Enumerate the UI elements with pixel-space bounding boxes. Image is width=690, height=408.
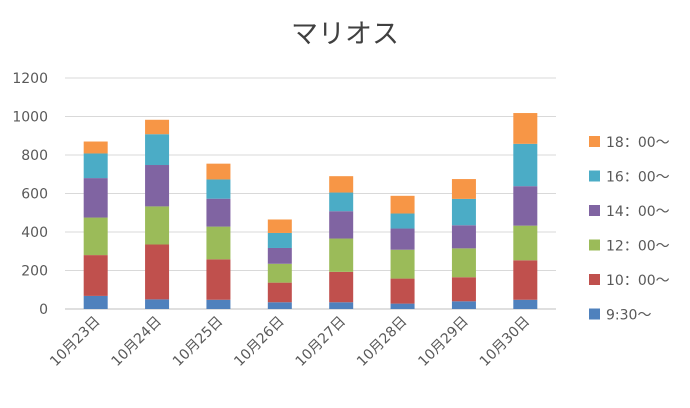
bar-segment (390, 278, 415, 304)
bar-segment (329, 302, 354, 309)
bar-segment (451, 198, 476, 226)
bar-segment (83, 295, 108, 309)
bar-segment (206, 226, 231, 260)
x-tick-label: 10月29日 (415, 314, 471, 370)
bar-segment (329, 211, 354, 239)
bar-segment (206, 179, 231, 199)
bar-segment (513, 299, 538, 309)
bar-segment (83, 178, 108, 218)
legend-label: 16：00〜 (606, 170, 670, 186)
bar-segment (83, 153, 108, 179)
x-axis-tick-labels: 10月23日 10月24日 10月25日 10月26日 10月27日 10月28日 10月2… (47, 314, 533, 370)
legend-swatch (589, 170, 600, 182)
legend-swatch (589, 239, 600, 251)
bar-segment (513, 143, 538, 187)
bar-segment (267, 282, 292, 303)
x-tick-label: 10月24日 (109, 314, 165, 370)
bar-segment (206, 198, 231, 227)
x-tick-label: 10月26日 (231, 314, 287, 370)
bar-segment (145, 119, 170, 135)
bar-segment (267, 232, 292, 248)
bar-segment (329, 238, 354, 272)
bars (83, 113, 538, 309)
bar-segment (390, 249, 415, 279)
chart-title: マリオス (291, 19, 399, 50)
bar-segment (145, 244, 170, 300)
x-tick-label: 10月28日 (354, 314, 410, 370)
bar-segment (145, 299, 170, 309)
bar-segment (329, 192, 354, 212)
legend-swatch (589, 205, 600, 216)
bar-segment (145, 165, 170, 207)
y-tick-label: 1200 (12, 71, 48, 87)
bar-segment (451, 277, 476, 302)
bar-segment (329, 271, 354, 303)
bar-segment (267, 247, 292, 264)
bar-segment (390, 213, 415, 229)
legend-label: 18：00〜 (606, 135, 670, 151)
bar-segment (267, 219, 292, 233)
y-tick-label: 200 (21, 264, 48, 280)
bar-segment (267, 263, 292, 283)
bar-segment (83, 141, 108, 154)
bar-segment (390, 195, 415, 214)
legend-label: 10：00〜 (606, 273, 670, 289)
bar-segment (206, 259, 231, 300)
bar-segment (513, 113, 538, 144)
y-axis-tick-labels: 0 200 400 600 800 1000 1200 (12, 71, 48, 318)
x-tick-label: 10月30日 (477, 314, 533, 370)
legend-swatch (589, 308, 600, 320)
bar-segment (83, 217, 108, 256)
y-tick-label: 0 (39, 302, 48, 318)
legend-label: 9:30〜 (606, 308, 651, 324)
y-tick-label: 800 (21, 148, 48, 164)
legend-label: 14：00〜 (606, 204, 670, 220)
bar-segment (206, 299, 231, 309)
bar-segment (206, 163, 231, 180)
bar-segment (513, 186, 538, 226)
legend-label: 12：00〜 (606, 239, 670, 255)
bar-segment (390, 303, 415, 309)
x-tick-label: 10月23日 (47, 314, 103, 370)
y-tick-label: 1000 (12, 110, 48, 126)
x-tick-label: 10月25日 (170, 314, 226, 370)
y-tick-label: 400 (21, 225, 48, 241)
bar-segment (451, 248, 476, 278)
bar-segment (451, 301, 476, 309)
y-tick-label: 600 (21, 187, 48, 203)
legend: 18：00〜 16：00〜 14：00〜 12：00〜 10：00〜 9:30〜 (589, 135, 670, 324)
bar-segment (513, 225, 538, 261)
gridlines (65, 77, 556, 310)
legend-swatch (589, 136, 600, 147)
bar-segment (513, 260, 538, 300)
x-tick-label: 10月27日 (293, 314, 349, 370)
bar-segment (451, 179, 476, 199)
bar-segment (83, 255, 108, 296)
bar-segment (390, 228, 415, 250)
bar-segment (451, 225, 476, 249)
bar-segment (267, 302, 292, 309)
legend-swatch (589, 274, 600, 285)
bar-segment (145, 134, 170, 166)
bar-segment (329, 176, 354, 193)
bar-segment (145, 206, 170, 245)
